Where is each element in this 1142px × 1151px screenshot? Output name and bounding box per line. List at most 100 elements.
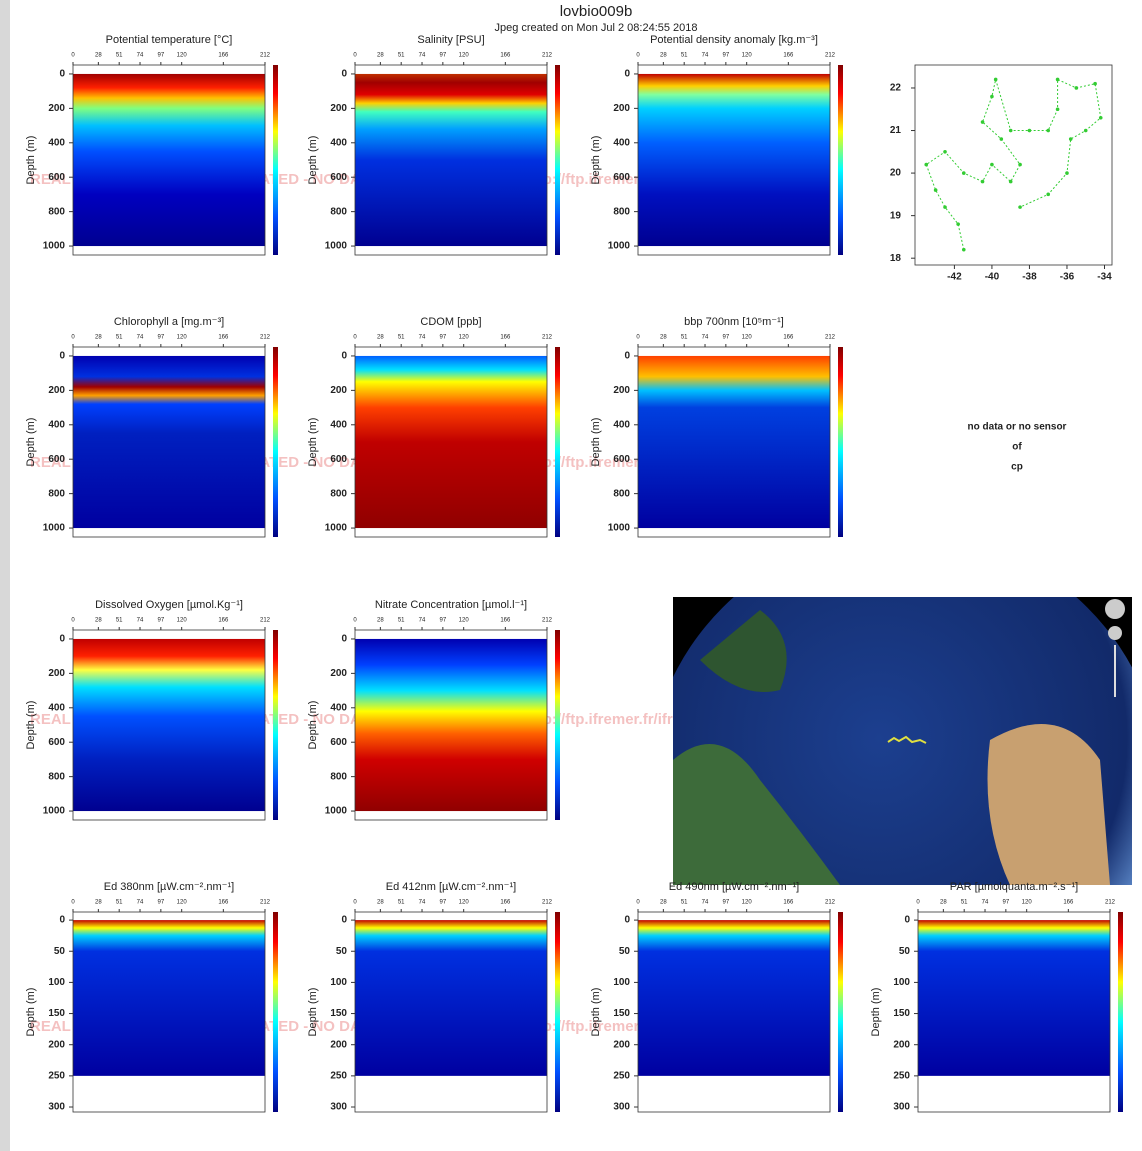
track-point [933,188,938,192]
track-point [956,222,960,226]
x-tick-label: 28 [95,618,102,624]
x-tick-label: 212 [260,618,271,624]
plot-frame [72,629,266,821]
y-tick-label: 400 [330,702,347,713]
y-axis-label: Depth (m) [870,988,882,1037]
chart-title: Nitrate Concentration [µmol.l⁻¹] [375,599,527,611]
x-tick-label: 51 [398,53,405,59]
track-point [924,162,929,167]
y-tick-label: 18 [890,253,902,264]
y-axis-label: Depth (m) [25,988,37,1037]
color-field [638,73,830,247]
left-edge [0,0,10,1151]
x-tick-label: 166 [218,900,229,906]
x-tick-label: 97 [440,335,447,341]
x-tick-label: 212 [542,900,553,906]
y-tick-label: 0 [341,69,347,80]
color-field [73,355,265,529]
track-point [1008,179,1013,184]
y-tick-label: 150 [48,1008,65,1019]
x-tick-label: 97 [158,900,165,906]
y-tick-label: 300 [613,1102,630,1113]
y-tick-label: 250 [613,1071,630,1082]
y-tick-label: 250 [48,1071,65,1082]
x-tick-label: 0 [71,53,75,59]
x-tick-label: 97 [1003,900,1010,906]
x-tick-label: 120 [459,53,470,59]
y-tick-label: 400 [613,137,630,148]
x-tick-label: 51 [116,53,123,59]
chart-title: Dissolved Oxygen [µmol.Kg⁻¹] [95,599,243,611]
x-tick-label: 212 [825,53,836,59]
y-tick-label: 200 [330,668,347,679]
x-tick-label: 97 [723,53,730,59]
x-tick-label: 51 [681,335,688,341]
x-tick-label: 74 [137,618,144,624]
chart-title: Salinity [PSU] [417,34,484,46]
y-tick-label: 100 [893,977,910,988]
y-tick-label: 200 [893,1039,910,1050]
track-point [990,162,994,167]
compass-button[interactable] [1105,599,1125,619]
y-tick-label: 1000 [608,241,631,252]
y-tick-label: 1000 [325,523,348,534]
color-field [918,920,1110,1076]
track-point [961,171,966,175]
x-tick-label: 28 [377,335,384,341]
y-tick-label: 800 [48,488,65,499]
x-tick-label: 166 [500,900,511,906]
y-tick-label: 300 [48,1102,65,1113]
y-tick-label: 400 [330,137,347,148]
y-axis-label: Depth (m) [307,701,319,750]
y-tick-label: 600 [48,454,65,465]
color-field [355,355,547,529]
x-tick-label: 28 [660,900,667,906]
colorbar [273,65,278,255]
y-tick-label: 600 [330,454,347,465]
y-axis-label: Depth (m) [590,418,602,467]
x-tick-label: 74 [702,900,709,906]
y-tick-label: 50 [619,946,631,957]
x-tick-label: 120 [177,900,188,906]
x-tick-label: 212 [260,900,271,906]
south-america [673,744,840,885]
plot-frame [72,64,266,256]
y-tick-label: 800 [330,771,347,782]
north-america [700,610,787,692]
y-tick-label: 800 [613,488,630,499]
colorbar [555,65,560,255]
x-tick-label: 28 [660,53,667,59]
x-tick-label: 120 [1022,900,1033,906]
track-point [980,120,985,124]
x-tick-label: 166 [783,53,794,59]
x-tick-label: -42 [947,272,962,283]
x-tick-label: 28 [377,618,384,624]
y-tick-label: 150 [330,1008,347,1019]
chart-title: Chlorophyll a [mg.m⁻³] [114,316,224,328]
color-field [355,638,547,812]
x-tick-label: 166 [783,900,794,906]
x-tick-label: 166 [218,618,229,624]
y-tick-label: 200 [48,385,65,396]
y-tick-label: 1000 [43,523,66,534]
y-tick-label: 0 [341,634,347,645]
x-tick-label: 166 [500,53,511,59]
plot-frame [637,346,831,538]
x-tick-label: 97 [723,900,730,906]
x-tick-label: 0 [636,53,640,59]
zoom-button[interactable] [1108,626,1122,640]
globe-view [673,597,1132,885]
x-tick-label: 166 [218,53,229,59]
y-tick-label: 600 [48,172,65,183]
track-point [1018,205,1022,209]
y-axis-label: Depth (m) [25,701,37,750]
x-tick-label: 28 [95,900,102,906]
y-tick-label: 0 [624,69,630,80]
plot-frame [354,911,548,1113]
x-tick-label: 120 [742,900,753,906]
colorbar [1118,912,1123,1112]
track-point [1046,192,1051,197]
x-tick-label: 51 [398,900,405,906]
y-tick-label: 22 [890,83,902,94]
x-tick-label: 28 [660,335,667,341]
